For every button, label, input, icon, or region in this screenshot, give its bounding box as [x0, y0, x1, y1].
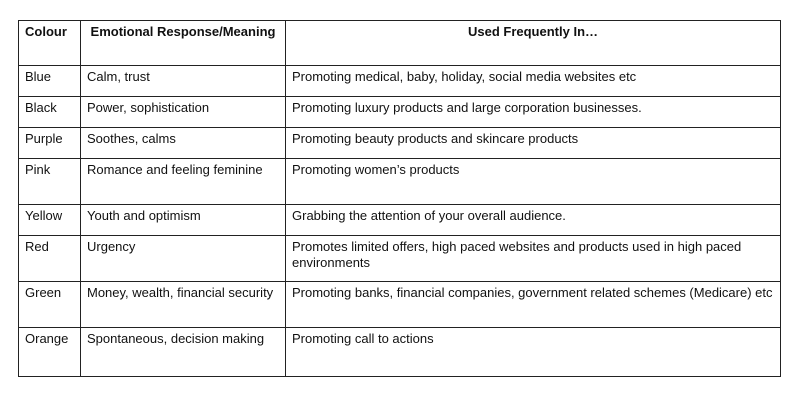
colour-table: Colour Emotional Response/Meaning Used Fre…: [18, 20, 781, 377]
table-cell: Promoting beauty products and skincare p…: [285, 127, 781, 159]
table-cell: Romance and feeling feminine: [80, 158, 286, 205]
table-cell: Promoting call to actions: [285, 327, 781, 377]
table-cell: Soothes, calms: [80, 127, 286, 159]
table-cell: Calm, trust: [80, 65, 286, 97]
table-cell: Promoting medical, baby, holiday, social…: [285, 65, 781, 97]
table-cell: Purple: [18, 127, 81, 159]
table-row: Red Urgency Promotes limited offers, high …: [18, 235, 781, 282]
table-cell: Spontaneous, decision making: [80, 327, 286, 377]
table-cell: Grabbing the attention of your overall a…: [285, 204, 781, 236]
table-cell: Yellow: [18, 204, 81, 236]
table-row: Orange Spontaneous, decision making Promot…: [18, 327, 781, 377]
table-cell: Promoting women’s products: [285, 158, 781, 205]
table-cell: Black: [18, 96, 81, 128]
table-cell: Power, sophistication: [80, 96, 286, 128]
table-row: Blue Calm, trust Promoting medical, baby, …: [18, 65, 781, 97]
table-cell: Youth and optimism: [80, 204, 286, 236]
table-row: Black Power, sophistication Promoting luxu…: [18, 96, 781, 128]
table-cell: Orange: [18, 327, 81, 377]
table-cell: Promotes limited offers, high paced webs…: [285, 235, 781, 282]
header-cell: Emotional Response/Meaning: [80, 20, 286, 66]
table-cell: Urgency: [80, 235, 286, 282]
table-cell: Pink: [18, 158, 81, 205]
header-cell: Colour: [18, 20, 81, 66]
header-row: Colour Emotional Response/Meaning Used Fre…: [18, 20, 781, 66]
table-cell: Promoting banks, financial companies, go…: [285, 281, 781, 328]
header-cell: Used Frequently In…: [285, 20, 781, 66]
table-cell: Green: [18, 281, 81, 328]
table-row: Yellow Youth and optimism Grabbing the att…: [18, 204, 781, 236]
table-cell: Promoting luxury products and large corp…: [285, 96, 781, 128]
table-cell: Money, wealth, financial security: [80, 281, 286, 328]
table-row: Pink Romance and feeling feminine Promotin…: [18, 158, 781, 205]
table-row: Purple Soothes, calms Promoting beauty pro…: [18, 127, 781, 159]
table-cell: Blue: [18, 65, 81, 97]
table-cell: Red: [18, 235, 81, 282]
table-row: Green Money, wealth, financial security Pr…: [18, 281, 781, 328]
